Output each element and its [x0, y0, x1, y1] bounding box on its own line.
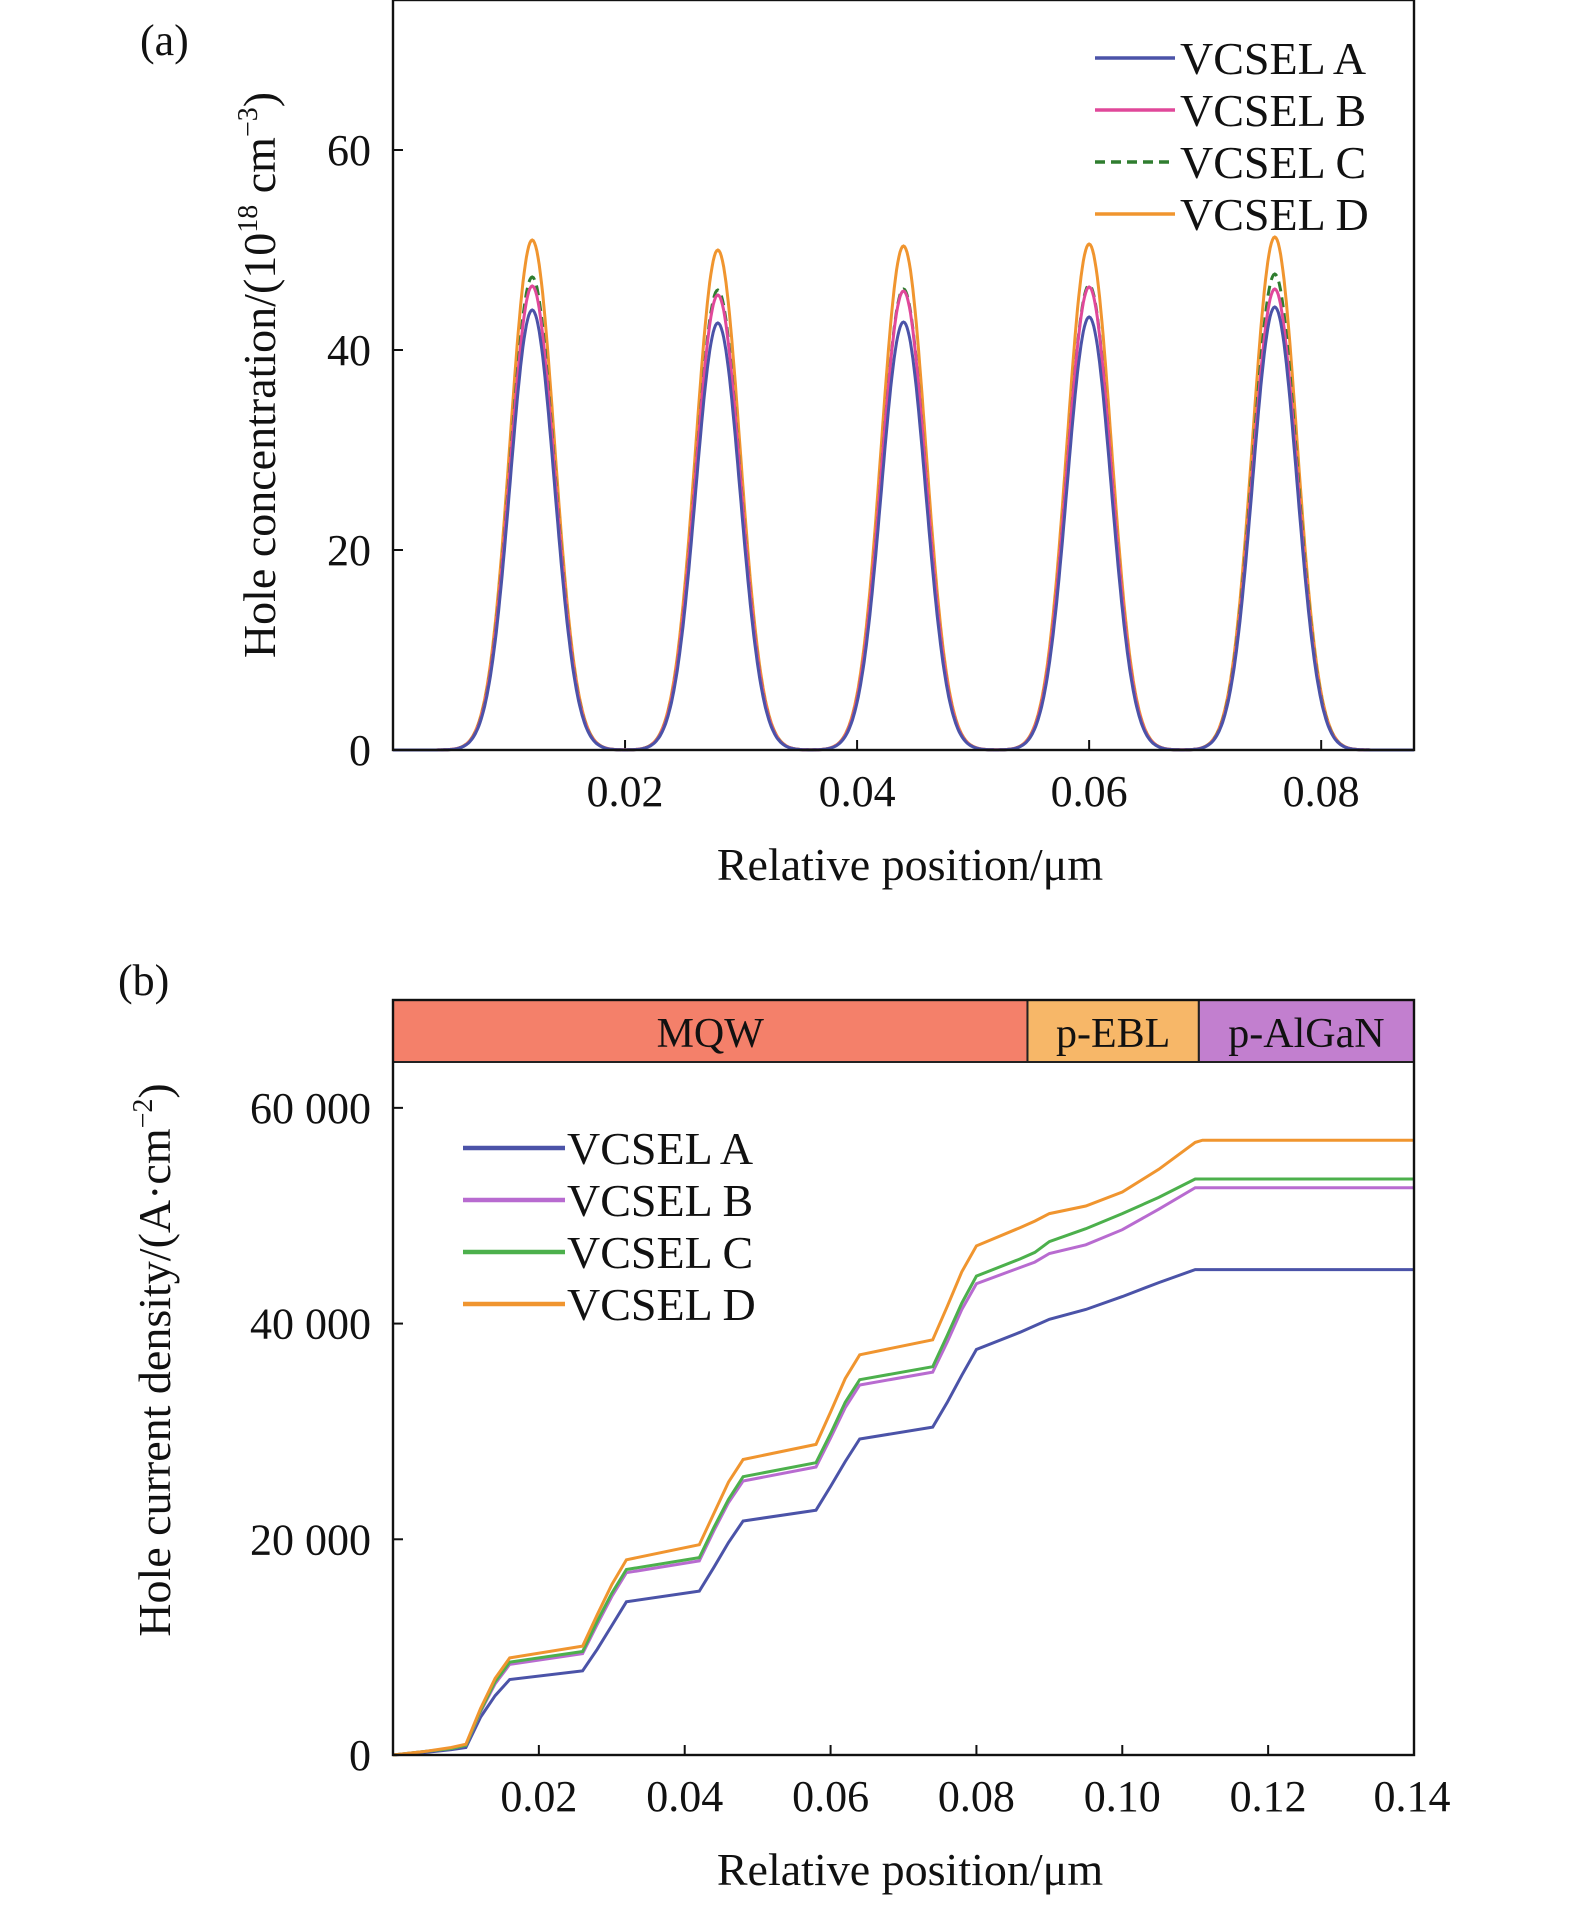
panel-b-y-axis-title: Hole current density/(A·cm−2): [128, 1083, 180, 1637]
panel-a-plot-frame: [391, 0, 1416, 752]
panel-b-legend-label: VCSEL A: [567, 1123, 753, 1174]
panel-a-y-axis-title: Hole concentration/(1018 cm−3): [233, 92, 285, 658]
panel-b-plot-frame: [391, 998, 1416, 1757]
panel-b-legend-label: VCSEL D: [567, 1279, 756, 1330]
panel-b-series-line: [392, 1186, 1414, 1757]
panel-a-y-tick-label: 0: [349, 726, 371, 775]
panel-a-series-line: [393, 305, 1414, 752]
panel-b-x-tick-label: 0.08: [938, 1772, 1015, 1821]
panel-a-x-tick-label: 0.02: [587, 767, 664, 816]
panel-a-ticks: 0.02 0.04 0.06 0.08 0 20 40 60: [327, 126, 1360, 816]
panel-b-x-tick-label: 0.02: [500, 1772, 577, 1821]
panel-b-hole-current-density-chart: (b) MQW p-EBL p-AlGaN 0.02 0.04 0.06 0.08 0.10…: [118, 956, 1451, 1895]
panel-b-x-tick-label: 0.04: [646, 1772, 723, 1821]
panel-b-series-line: [392, 1138, 1414, 1757]
panel-a-y-tick-label: 20: [327, 526, 371, 575]
panel-b-region-label: MQW: [657, 1011, 765, 1057]
panel-b-label: (b): [118, 956, 169, 1005]
panel-a-legend-label: VCSEL D: [1180, 189, 1369, 240]
panel-a-series-line: [393, 235, 1414, 752]
panel-a-y-tick-label: 60: [327, 126, 371, 175]
panel-a-x-tick-label: 0.06: [1051, 767, 1128, 816]
panel-b-region-block: [1197, 999, 1415, 1063]
panel-a-series-line: [393, 272, 1414, 752]
panel-a-hole-concentration-chart: (a) 0.02 0.04 0.06 0.08 0 20 40 60 Relative pos…: [140, 0, 1416, 890]
panel-b-x-tick-label: 0.14: [1374, 1772, 1451, 1821]
panel-b-region-label: p-EBL: [1056, 1011, 1170, 1057]
panel-b-x-tick-label: 0.06: [792, 1772, 869, 1821]
panel-b-x-axis-title: Relative position/μm: [717, 1844, 1103, 1895]
panel-a-series-lines: [393, 235, 1414, 752]
panel-b-series-line: [392, 1177, 1414, 1757]
panel-a-x-tick-label: 0.08: [1283, 767, 1360, 816]
panel-b-legend-label: VCSEL B: [567, 1175, 753, 1226]
panel-b-legend-label: VCSEL C: [567, 1227, 753, 1278]
panel-b-y-tick-label: 20 000: [250, 1515, 371, 1564]
panel-b-x-tick-label: 0.12: [1230, 1772, 1307, 1821]
panel-a-legend-label: VCSEL C: [1180, 137, 1366, 188]
panel-b-x-tick-label: 0.10: [1084, 1772, 1161, 1821]
panel-a-x-axis-title: Relative position/μm: [717, 839, 1103, 890]
panel-b-region-bar: MQW p-EBL p-AlGaN: [392, 999, 1415, 1063]
panel-b-series-line: [392, 1268, 1414, 1757]
panel-b-region-label: p-AlGaN: [1228, 1011, 1384, 1057]
panel-b-y-tick-label: 40 000: [250, 1300, 371, 1349]
panel-a-legend-label: VCSEL A: [1180, 33, 1366, 84]
panel-b-y-tick-label: 0: [349, 1731, 371, 1780]
panel-a-label: (a): [140, 16, 189, 65]
panel-a-y-tick-label: 40: [327, 326, 371, 375]
panel-b-ticks: 0.02 0.04 0.06 0.08 0.10 0.12 0.14 0 20 000 40 00…: [250, 1084, 1451, 1821]
panel-b-series-lines: [392, 1138, 1414, 1757]
panel-b-y-tick-label: 60 000: [250, 1084, 371, 1133]
panel-a-x-tick-label: 0.04: [819, 767, 896, 816]
panel-a-legend-label: VCSEL B: [1180, 85, 1366, 136]
